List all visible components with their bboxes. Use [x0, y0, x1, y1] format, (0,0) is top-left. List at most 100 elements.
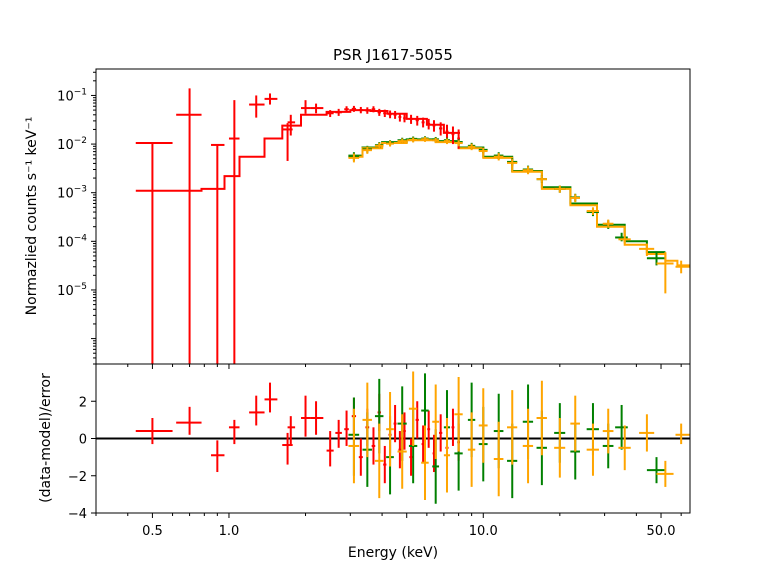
- data-point-red: [415, 115, 419, 126]
- data-point-red: [377, 108, 381, 116]
- residual-point-red: [371, 427, 376, 465]
- data-point-red: [287, 114, 296, 136]
- data-point-red: [249, 95, 265, 118]
- data-point-orange: [507, 159, 518, 167]
- data-point-orange: [554, 185, 566, 193]
- residual-point-red: [287, 416, 296, 445]
- data-point-orange: [570, 194, 580, 203]
- bottom-panel-frame: [95, 363, 691, 514]
- top-y-axis-label: Normazlied counts s⁻¹ keV⁻¹: [24, 117, 40, 316]
- residual-point-red: [403, 412, 406, 450]
- residual-point-red: [344, 410, 349, 446]
- data-point-red: [427, 118, 431, 130]
- residual-point-orange: [348, 408, 360, 484]
- data-point-orange: [408, 137, 418, 143]
- data-point-orange: [675, 260, 690, 274]
- data-point-orange: [454, 140, 463, 147]
- data-point-orange: [397, 138, 407, 144]
- data-point-red: [326, 110, 334, 118]
- data-point-orange: [639, 243, 655, 256]
- x-axis: 0.5 1.0 10.0 50.0: [95, 364, 682, 539]
- data-point-red: [371, 106, 376, 113]
- data-point-orange: [467, 143, 476, 151]
- residual-point-orange: [397, 414, 407, 489]
- residual-point-orange: [443, 418, 451, 493]
- residual-point-red: [264, 382, 278, 413]
- residual-point-red: [451, 408, 455, 446]
- residual-point-orange: [554, 418, 566, 478]
- residual-point-orange: [536, 380, 547, 456]
- data-point-orange: [522, 166, 534, 175]
- data-point-orange: [432, 137, 440, 144]
- residual-point-red: [383, 445, 387, 484]
- residual-point-orange: [507, 390, 518, 465]
- residual-point-orange: [386, 391, 394, 467]
- residual-point-orange: [421, 425, 429, 500]
- spectrum-panel: 10−1 10−2 10−3 10−4 10−5: [57, 68, 691, 365]
- residual-point-orange: [570, 395, 580, 452]
- y-tick-label: 10−3: [57, 185, 87, 202]
- residual-point-orange: [467, 412, 476, 487]
- data-point-red: [388, 110, 392, 119]
- data-point-red: [432, 120, 436, 132]
- data-point-red: [301, 100, 311, 114]
- residual-point-red: [439, 414, 443, 452]
- y-tick-label: 10−1: [57, 87, 87, 104]
- data-point-orange: [478, 147, 488, 155]
- residual-point-red: [393, 404, 397, 443]
- residual-point-orange: [478, 388, 488, 463]
- data-point-red: [398, 113, 402, 122]
- residual-y-tick-label: −2: [68, 470, 87, 485]
- residual-point-orange: [408, 371, 418, 446]
- residual-y-tick-label: 0: [79, 433, 87, 448]
- data-point-orange: [602, 219, 614, 228]
- x-tick-label: 50.0: [647, 524, 676, 539]
- model-line-red-model: [135, 109, 460, 192]
- data-point-red: [211, 143, 225, 364]
- x-tick-label: 0.5: [142, 524, 163, 539]
- data-point-orange: [386, 140, 394, 147]
- data-point-red: [228, 100, 240, 364]
- data-point-red: [176, 88, 202, 364]
- residual-point-orange: [675, 423, 690, 445]
- residual-point-orange: [432, 384, 440, 459]
- data-point-orange: [586, 207, 599, 215]
- residual-point-orange: [618, 425, 631, 471]
- residual-point-red: [282, 432, 293, 465]
- data-point-red: [351, 105, 357, 112]
- residual-data-points: [135, 371, 690, 504]
- data-point-orange: [362, 146, 372, 154]
- residual-point-red: [326, 431, 334, 467]
- data-point-red: [135, 142, 173, 364]
- residual-point-orange: [362, 382, 372, 458]
- data-point-red: [344, 106, 349, 113]
- data-point-orange: [443, 138, 451, 145]
- top-data-points: [135, 88, 690, 364]
- residual-point-red: [249, 395, 265, 426]
- residual-point-red: [228, 419, 240, 445]
- x-tick-label: 1.0: [219, 524, 240, 539]
- data-point-red: [403, 114, 406, 123]
- data-point-red: [358, 106, 363, 114]
- residual-point-red: [427, 410, 431, 448]
- residual-point-red: [310, 401, 324, 435]
- residual-point-orange: [493, 421, 504, 497]
- data-point-red: [365, 107, 370, 114]
- data-point-orange: [618, 234, 631, 244]
- data-point-red: [310, 103, 324, 114]
- residual-point-orange: [586, 423, 599, 476]
- bottom-axes: 2 0 −2 −4: [68, 395, 96, 522]
- residual-point-red: [301, 395, 311, 437]
- residual-point-orange: [522, 408, 534, 484]
- data-point-orange: [536, 175, 547, 183]
- residual-point-orange: [374, 423, 384, 499]
- residual-y-tick-label: −4: [68, 507, 87, 522]
- data-point-orange: [348, 153, 360, 163]
- data-point-red: [445, 124, 449, 141]
- residual-point-orange: [602, 408, 614, 454]
- data-point-red: [451, 126, 455, 145]
- data-point-red: [439, 122, 443, 136]
- y-tick-label: 10−4: [57, 233, 87, 250]
